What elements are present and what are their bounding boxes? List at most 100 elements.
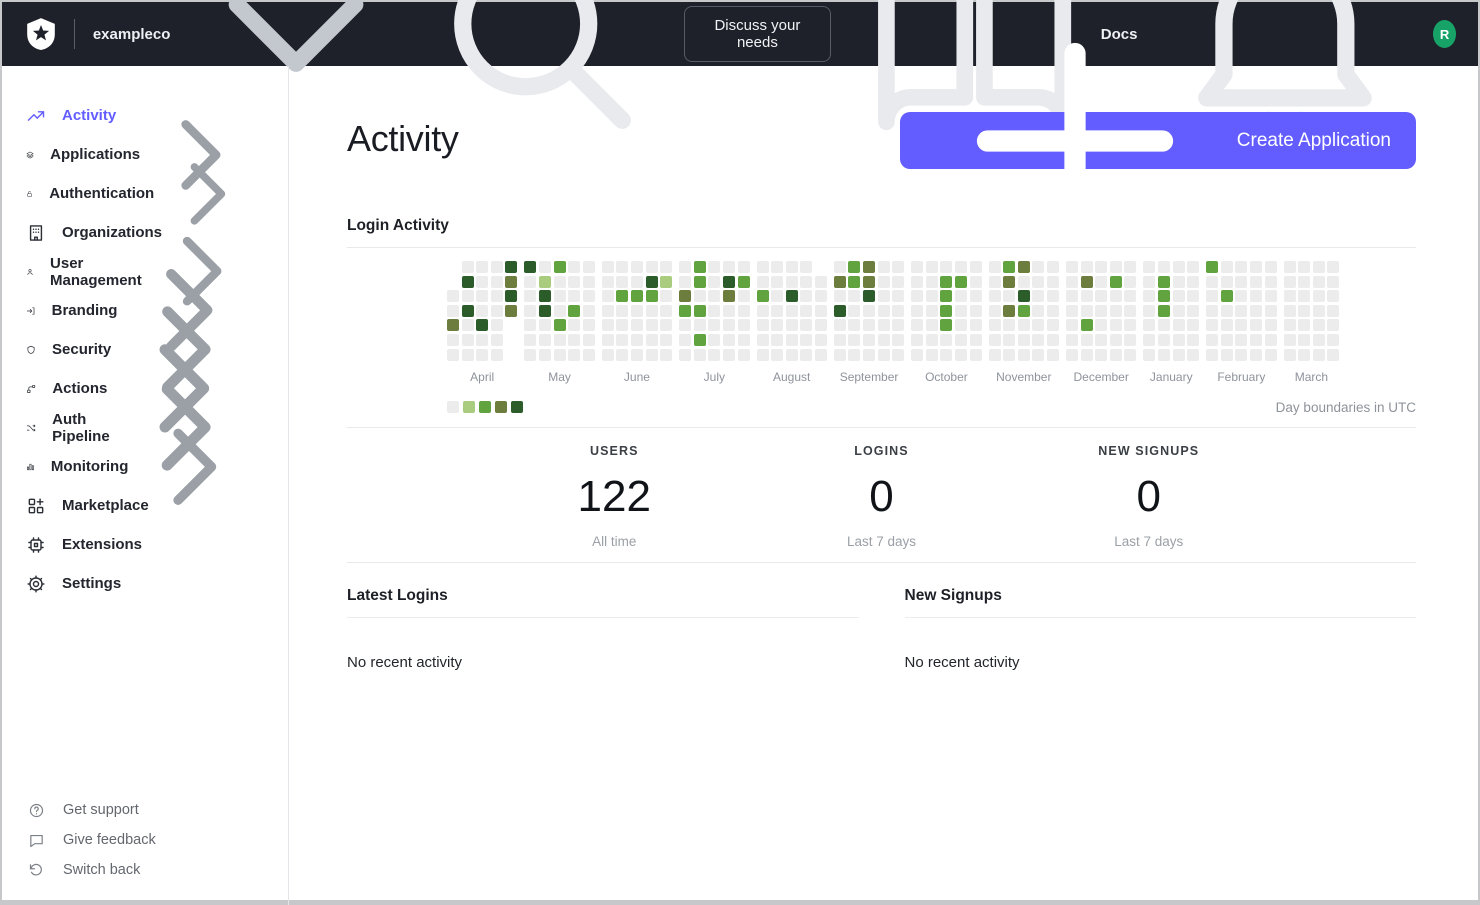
heatmap-cell[interactable] xyxy=(1032,304,1045,317)
heatmap-cell[interactable] xyxy=(785,348,798,361)
heatmap-cell[interactable] xyxy=(863,304,876,317)
heatmap-cell[interactable] xyxy=(1327,261,1340,273)
heatmap-cell[interactable] xyxy=(447,276,459,288)
heatmap-cell[interactable] xyxy=(1187,275,1200,288)
heatmap-cell[interactable] xyxy=(461,333,474,346)
heatmap-cell[interactable] xyxy=(582,275,595,288)
heatmap-cell[interactable] xyxy=(553,304,566,317)
heatmap-cell[interactable] xyxy=(616,261,629,273)
heatmap-cell[interactable] xyxy=(447,261,459,273)
heatmap-cell[interactable] xyxy=(553,275,566,288)
heatmap-cell[interactable] xyxy=(1172,261,1185,273)
heatmap-cell[interactable] xyxy=(601,304,614,317)
heatmap-cell[interactable] xyxy=(940,261,953,273)
heatmap-cell[interactable] xyxy=(1187,290,1200,303)
heatmap-cell[interactable] xyxy=(1220,261,1233,273)
heatmap-cell[interactable] xyxy=(833,319,846,332)
heatmap-cell[interactable] xyxy=(679,275,692,288)
heatmap-cell[interactable] xyxy=(1066,319,1078,332)
heatmap-cell[interactable] xyxy=(1283,319,1296,332)
heatmap-cell[interactable] xyxy=(1327,333,1340,346)
heatmap-cell[interactable] xyxy=(1032,348,1045,361)
heatmap-cell[interactable] xyxy=(863,333,876,346)
heatmap-cell[interactable] xyxy=(1312,348,1325,361)
heatmap-cell[interactable] xyxy=(1157,304,1170,317)
heatmap-cell[interactable] xyxy=(1172,290,1185,303)
heatmap-cell[interactable] xyxy=(925,304,938,317)
heatmap-cell[interactable] xyxy=(925,261,938,273)
heatmap-cell[interactable] xyxy=(1187,319,1200,332)
heatmap-cell[interactable] xyxy=(1206,304,1219,317)
heatmap-cell[interactable] xyxy=(877,290,890,303)
heatmap-cell[interactable] xyxy=(1220,304,1233,317)
heatmap-cell[interactable] xyxy=(505,349,517,361)
heatmap-cell[interactable] xyxy=(800,333,813,346)
heatmap-cell[interactable] xyxy=(1080,290,1093,303)
heatmap-cell[interactable] xyxy=(1032,290,1045,303)
heatmap-cell[interactable] xyxy=(630,275,643,288)
heatmap-cell[interactable] xyxy=(524,290,537,303)
heatmap-cell[interactable] xyxy=(1206,319,1219,332)
heatmap-cell[interactable] xyxy=(1109,319,1122,332)
heatmap-cell[interactable] xyxy=(815,261,827,273)
heatmap-cell[interactable] xyxy=(1095,333,1108,346)
heatmap-cell[interactable] xyxy=(955,290,968,303)
heatmap-cell[interactable] xyxy=(925,275,938,288)
sidebar-item-organizations[interactable]: Organizations xyxy=(2,213,288,252)
heatmap-cell[interactable] xyxy=(447,290,459,303)
sidebar-item-monitoring[interactable]: Monitoring xyxy=(2,428,288,505)
heatmap-cell[interactable] xyxy=(1235,275,1248,288)
heatmap-cell[interactable] xyxy=(969,275,982,288)
heatmap-cell[interactable] xyxy=(1235,261,1248,273)
heatmap-cell[interactable] xyxy=(863,290,876,303)
heatmap-cell[interactable] xyxy=(1124,348,1137,361)
heatmap-cell[interactable] xyxy=(708,261,721,273)
heatmap-cell[interactable] xyxy=(1017,261,1030,273)
heatmap-cell[interactable] xyxy=(1187,304,1200,317)
heatmap-cell[interactable] xyxy=(771,261,784,273)
heatmap-cell[interactable] xyxy=(1249,319,1262,332)
heatmap-cell[interactable] xyxy=(877,348,890,361)
heatmap-cell[interactable] xyxy=(645,304,658,317)
heatmap-cell[interactable] xyxy=(505,261,518,273)
heatmap-cell[interactable] xyxy=(771,333,784,346)
heatmap-cell[interactable] xyxy=(660,348,673,361)
heatmap-cell[interactable] xyxy=(1327,304,1340,317)
heatmap-cell[interactable] xyxy=(1095,348,1108,361)
heatmap-cell[interactable] xyxy=(800,261,813,273)
heatmap-cell[interactable] xyxy=(722,348,735,361)
heatmap-cell[interactable] xyxy=(1066,304,1078,317)
heatmap-cell[interactable] xyxy=(1080,348,1093,361)
heatmap-cell[interactable] xyxy=(877,319,890,332)
heatmap-cell[interactable] xyxy=(1124,290,1137,303)
heatmap-cell[interactable] xyxy=(1206,333,1219,346)
heatmap-cell[interactable] xyxy=(892,261,905,273)
heatmap-cell[interactable] xyxy=(476,304,489,317)
heatmap-cell[interactable] xyxy=(1157,333,1170,346)
heatmap-cell[interactable] xyxy=(1032,333,1045,346)
heatmap-cell[interactable] xyxy=(1080,333,1093,346)
sidebar-footer-item-switch-back[interactable]: Switch back xyxy=(2,855,288,885)
heatmap-cell[interactable] xyxy=(1047,290,1059,303)
heatmap-cell[interactable] xyxy=(630,261,643,273)
heatmap-cell[interactable] xyxy=(693,290,706,303)
heatmap-cell[interactable] xyxy=(601,290,614,303)
heatmap-cell[interactable] xyxy=(645,275,658,288)
heatmap-cell[interactable] xyxy=(461,275,474,288)
heatmap-cell[interactable] xyxy=(679,319,692,332)
heatmap-cell[interactable] xyxy=(1327,348,1340,361)
heatmap-cell[interactable] xyxy=(1298,333,1311,346)
heatmap-cell[interactable] xyxy=(863,261,876,273)
heatmap-cell[interactable] xyxy=(988,333,1001,346)
heatmap-cell[interactable] xyxy=(969,290,982,303)
heatmap-cell[interactable] xyxy=(1124,333,1137,346)
heatmap-cell[interactable] xyxy=(833,333,846,346)
heatmap-cell[interactable] xyxy=(892,348,905,361)
heatmap-cell[interactable] xyxy=(582,304,595,317)
heatmap-cell[interactable] xyxy=(1109,348,1122,361)
heatmap-cell[interactable] xyxy=(679,261,692,273)
heatmap-cell[interactable] xyxy=(708,333,721,346)
heatmap-cell[interactable] xyxy=(1017,319,1030,332)
heatmap-cell[interactable] xyxy=(1264,261,1277,273)
heatmap-cell[interactable] xyxy=(892,290,905,303)
